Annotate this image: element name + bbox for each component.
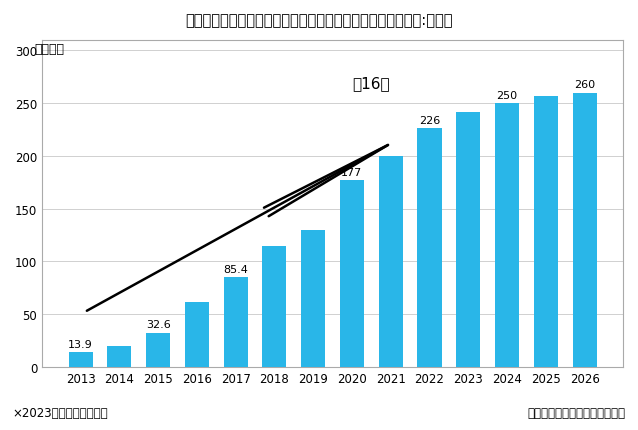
Text: 260: 260 xyxy=(574,80,595,90)
Text: 250: 250 xyxy=(496,91,517,101)
Bar xyxy=(534,97,558,367)
Bar xyxy=(456,112,480,367)
Bar xyxy=(107,346,131,367)
Text: ×2023年以降は予測数値: ×2023年以降は予測数値 xyxy=(13,406,108,419)
Bar xyxy=(379,157,403,367)
Text: （シード・プランニング作成）: （シード・プランニング作成） xyxy=(527,406,625,419)
Bar xyxy=(262,246,286,367)
Bar xyxy=(340,181,364,367)
Text: 13.9: 13.9 xyxy=(68,339,93,349)
Bar xyxy=(185,302,209,367)
Bar xyxy=(495,104,519,367)
Text: 85.4: 85.4 xyxy=(223,264,248,274)
Text: 法人向け有料名刺管理サービス市場規模予測　（暦年、単位:億円）: 法人向け有料名刺管理サービス市場規模予測 （暦年、単位:億円） xyxy=(185,13,453,28)
Bar xyxy=(572,93,597,367)
Bar xyxy=(68,353,93,367)
Text: 226: 226 xyxy=(419,116,440,126)
Text: 32.6: 32.6 xyxy=(145,319,170,330)
Bar xyxy=(146,333,170,367)
Bar xyxy=(301,230,325,367)
Text: 約16倍: 約16倍 xyxy=(353,77,390,91)
Bar xyxy=(223,277,248,367)
Text: （億円）: （億円） xyxy=(34,43,64,56)
Bar xyxy=(417,129,441,367)
Text: 177: 177 xyxy=(341,168,362,178)
